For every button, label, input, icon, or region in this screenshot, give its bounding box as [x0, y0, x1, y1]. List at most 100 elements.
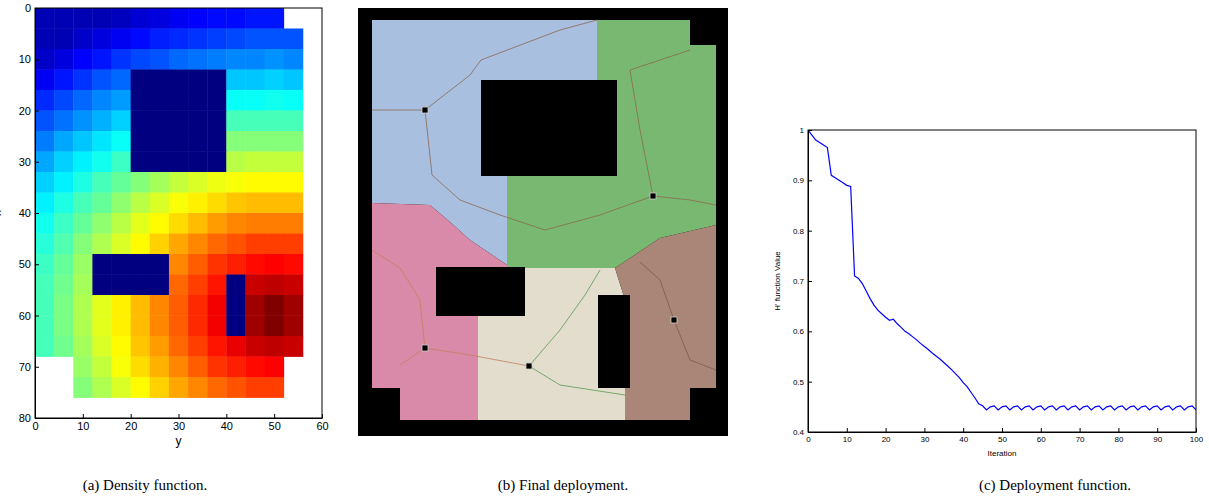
heat-cell — [265, 234, 285, 255]
agent — [671, 317, 677, 323]
heat-cell — [188, 172, 208, 193]
heat-cell — [92, 316, 112, 337]
heat-cell — [112, 316, 132, 337]
heat-cell — [245, 213, 265, 234]
heat-cell — [169, 8, 189, 29]
heat-cell — [265, 377, 285, 398]
tick-label: 20 — [882, 435, 891, 444]
heat-cell — [131, 275, 151, 296]
heat-cell — [245, 49, 265, 70]
heat-cell — [207, 131, 227, 152]
heat-cell — [54, 131, 74, 152]
heat-cell — [35, 152, 55, 173]
heat-cell — [245, 172, 265, 193]
heat-cell — [131, 152, 151, 173]
tick-label: 10 — [77, 420, 89, 432]
tick-label: 50 — [269, 420, 281, 432]
heat-cell — [265, 29, 285, 50]
heat-cell — [54, 254, 74, 275]
heat-cell — [226, 49, 246, 70]
tick-label: 30 — [19, 156, 31, 168]
obstacle — [436, 267, 525, 316]
deployment-map — [358, 8, 728, 436]
tick: 60 — [19, 310, 39, 322]
tick-label: 60 — [1037, 435, 1046, 444]
heat-cell — [92, 152, 112, 173]
heat-cell — [112, 275, 132, 296]
heat-cell — [284, 70, 304, 91]
tick: 30 — [19, 156, 39, 168]
heat-cell — [207, 70, 227, 91]
heat-cell — [169, 336, 189, 357]
tick-mark — [1157, 428, 1158, 432]
heat-cell — [169, 131, 189, 152]
heat-cell — [284, 111, 304, 132]
heat-cell — [92, 336, 112, 357]
heat-cell — [112, 254, 132, 275]
heat-cell — [150, 8, 170, 29]
heat-cell — [169, 275, 189, 296]
heat-cell — [284, 254, 304, 275]
heat-cell — [226, 213, 246, 234]
tick: 60 — [1037, 428, 1046, 444]
tick-mark — [1041, 428, 1042, 432]
tick-mark — [83, 414, 84, 418]
heat-cell — [54, 234, 74, 255]
heat-cell — [54, 275, 74, 296]
heat-cell — [188, 213, 208, 234]
heat-cell — [131, 70, 151, 91]
heat-cell — [207, 336, 227, 357]
tick-mark — [963, 428, 964, 432]
heat-cell — [226, 172, 246, 193]
heat-cell — [245, 8, 265, 29]
heat-cell — [112, 172, 132, 193]
heat-cell — [284, 90, 304, 111]
heat-cell — [169, 193, 189, 214]
tick-label: 0 — [806, 435, 811, 444]
heat-cell — [131, 213, 151, 234]
heat-cell — [207, 29, 227, 50]
heat-cell — [207, 234, 227, 255]
heat-cell — [265, 70, 285, 91]
heat-cell — [112, 357, 132, 378]
heat-cell — [188, 131, 208, 152]
heat-cell — [169, 295, 189, 316]
heat-cell — [131, 90, 151, 111]
heat-cell — [73, 131, 93, 152]
heat-cell — [150, 213, 170, 234]
heat-cell — [245, 90, 265, 111]
agent — [422, 107, 428, 113]
heat-cell — [207, 377, 227, 398]
tick-mark — [808, 331, 812, 332]
heat-cell — [226, 234, 246, 255]
heat-cell — [131, 234, 151, 255]
heat-cell — [265, 213, 285, 234]
tick: 20 — [19, 105, 39, 117]
heat-cell — [54, 316, 74, 337]
heat-cell — [284, 49, 304, 70]
heat-cell — [265, 357, 285, 378]
heat-cell — [54, 336, 74, 357]
heat-cell — [188, 295, 208, 316]
tick: 10 — [19, 53, 39, 65]
heat-cell — [207, 172, 227, 193]
tick: 50 — [19, 258, 39, 270]
tick-label: 0 — [32, 420, 38, 432]
heat-cell — [131, 254, 151, 275]
plot-frame — [35, 8, 322, 418]
heat-cell — [35, 70, 55, 91]
heat-cell — [226, 8, 246, 29]
heat-cell — [112, 234, 132, 255]
heat-cell — [112, 8, 132, 29]
heat-cell — [92, 29, 112, 50]
tick: 0.6 — [793, 327, 812, 336]
heat-cell — [169, 70, 189, 91]
graph-edge — [653, 196, 716, 205]
heat-cell — [284, 29, 304, 50]
tick: 30 — [920, 428, 929, 444]
heat-cell — [54, 90, 74, 111]
heat-cell — [73, 29, 93, 50]
heat-cell — [112, 336, 132, 357]
heat-cell — [54, 49, 74, 70]
heat-cell — [207, 357, 227, 378]
